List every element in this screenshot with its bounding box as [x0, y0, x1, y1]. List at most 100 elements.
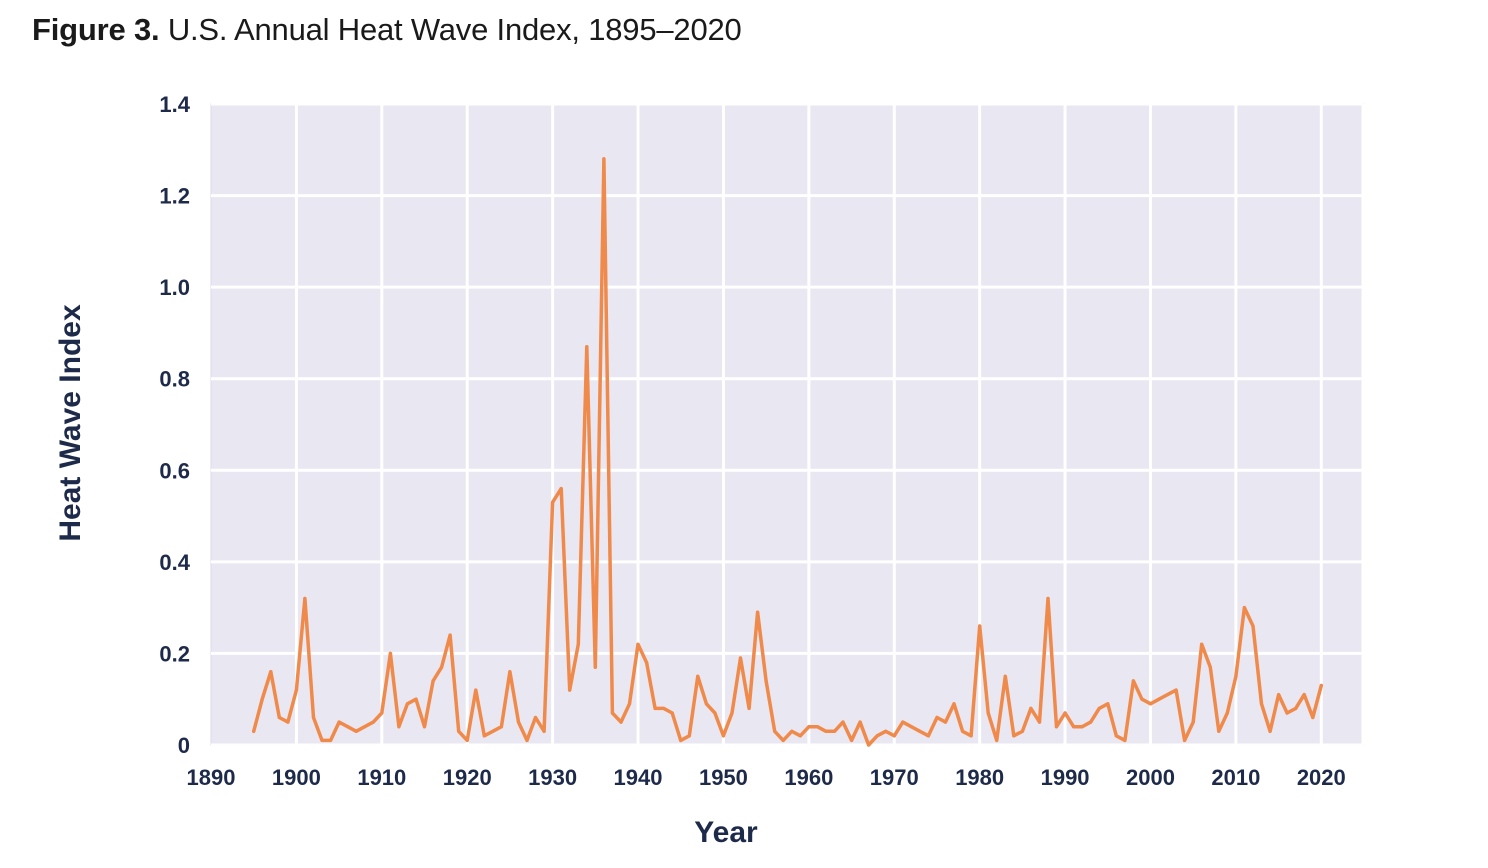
data-point: [995, 738, 999, 743]
data-point: [636, 642, 640, 646]
data-point: [1029, 706, 1033, 711]
data-point: [841, 720, 845, 724]
data-point: [670, 711, 674, 715]
data-points: [252, 157, 1323, 747]
data-point: [1285, 711, 1289, 715]
data-point: [764, 679, 768, 683]
data-point: [431, 679, 435, 683]
data-point: [585, 345, 589, 349]
data-point: [798, 734, 802, 738]
data-point: [721, 734, 726, 738]
y-tick-label: 1.4: [159, 92, 190, 117]
data-point: [1302, 693, 1306, 697]
data-point: [1183, 738, 1187, 743]
data-point: [388, 651, 392, 656]
x-tick-label: 1980: [955, 765, 1004, 790]
data-point: [499, 725, 503, 729]
data-point: [1003, 674, 1007, 678]
data-point: [414, 697, 418, 701]
data-point: [1268, 729, 1272, 733]
data-point: [311, 715, 316, 720]
data-point: [1311, 715, 1315, 720]
data-point: [815, 725, 820, 729]
plot-background: [210, 103, 1365, 746]
data-point: [380, 711, 384, 715]
data-point: [1294, 706, 1298, 711]
y-axis-ticks: 0 0.2 0.4 0.6 0.8 1.0 1.2 1.4: [159, 92, 190, 758]
data-point: [781, 738, 785, 743]
data-point: [1166, 693, 1170, 697]
x-tick-label: 1970: [870, 765, 919, 790]
x-tick-label: 1990: [1041, 765, 1090, 790]
data-point: [1131, 679, 1135, 683]
data-point: [457, 729, 461, 733]
data-point: [978, 624, 982, 628]
data-point: [491, 729, 495, 733]
data-point: [704, 702, 709, 706]
data-point: [337, 720, 341, 724]
x-axis-title: Year: [694, 816, 758, 849]
data-point: [969, 734, 973, 738]
data-point: [1054, 725, 1059, 729]
data-point: [320, 738, 324, 743]
x-tick-label: 2020: [1297, 765, 1346, 790]
x-axis-ticks: 1890 1900 1910 1920 1930 1940 1950 1960 1970 1980…: [187, 765, 1346, 790]
data-point: [303, 596, 307, 601]
y-tick-label: 1.0: [159, 275, 190, 300]
data-point: [687, 734, 691, 738]
data-point: [901, 720, 905, 724]
data-point: [807, 725, 811, 729]
y-tick-label: 1.2: [159, 184, 190, 209]
data-point: [875, 734, 879, 738]
data-point: [516, 720, 521, 724]
data-point: [1157, 697, 1161, 701]
data-point: [738, 656, 743, 660]
x-tick-label: 1900: [272, 765, 321, 790]
data-point: [645, 661, 649, 665]
data-point: [653, 706, 657, 711]
data-point: [1020, 729, 1024, 733]
data-point: [918, 729, 922, 733]
data-point: [832, 729, 837, 733]
data-point: [260, 697, 264, 701]
data-point: [1259, 702, 1264, 706]
data-point: [363, 725, 367, 729]
data-point: [593, 665, 597, 669]
y-axis-title: Heat Wave Index: [54, 304, 87, 542]
y-tick-label: 0.4: [159, 550, 190, 575]
series-line-heat-wave-index: [251, 157, 1324, 747]
figure-title: Figure 3. U.S. Annual Heat Wave Index, 1…: [32, 12, 742, 48]
x-tick-label: 1960: [784, 765, 833, 790]
figure-title-text: U.S. Annual Heat Wave Index, 1895–2020: [167, 12, 742, 47]
data-point: [1174, 688, 1178, 692]
data-point: [850, 738, 854, 743]
x-tick-label: 1950: [699, 765, 748, 790]
data-point: [474, 688, 478, 692]
data-point: [1123, 738, 1127, 743]
x-tick-label: 1920: [443, 765, 492, 790]
data-point: [329, 738, 333, 743]
data-point: [1089, 720, 1093, 724]
data-point: [1097, 706, 1101, 711]
data-point: [961, 729, 965, 733]
data-point: [1200, 642, 1204, 646]
data-point: [943, 720, 948, 724]
data-point: [1037, 720, 1042, 724]
data-point: [1114, 734, 1118, 738]
data-point: [559, 487, 563, 491]
x-tick-label: 1930: [528, 765, 577, 790]
data-point: [679, 738, 683, 743]
data-point: [533, 715, 538, 720]
x-tick-label: 1940: [614, 765, 663, 790]
data-point: [1140, 697, 1144, 701]
data-point: [482, 734, 486, 738]
data-point: [1277, 693, 1281, 697]
data-point: [1063, 711, 1067, 715]
data-point: [747, 706, 751, 711]
y-tick-label: 0.8: [159, 367, 190, 392]
data-point: [619, 720, 623, 724]
data-point: [354, 729, 358, 733]
data-point: [448, 633, 452, 637]
data-point: [294, 688, 298, 692]
